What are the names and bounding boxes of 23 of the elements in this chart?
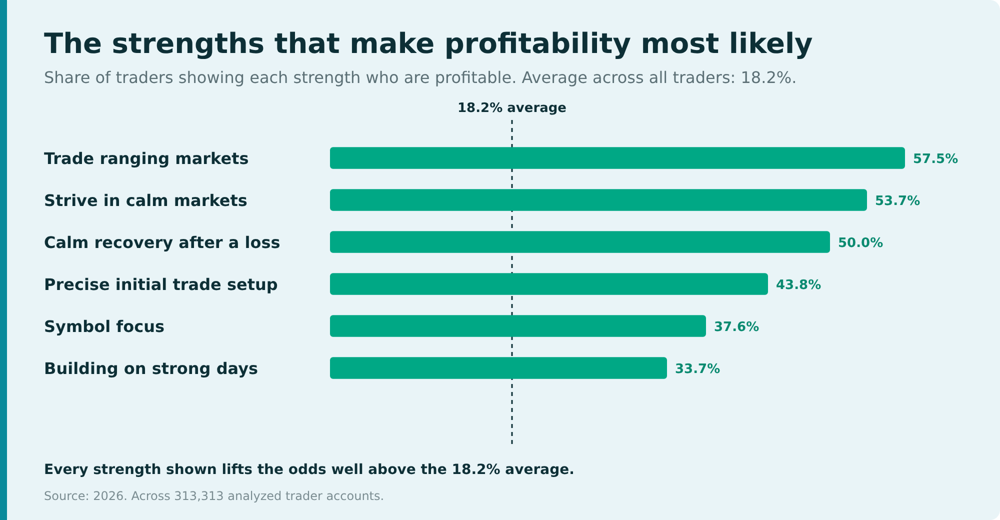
y-tick-label: Trade ranging markets	[44, 149, 249, 168]
data-label: 53.7%	[875, 194, 920, 209]
text: Every strength shown lifts the odds well above the 18.2% average.	[44, 462, 574, 478]
bar	[330, 273, 768, 295]
data-label: 33.7%	[675, 362, 720, 377]
ref-line-label: 18.2% average	[458, 101, 567, 116]
y-tick-label: Calm recovery after a loss	[44, 233, 280, 252]
data-label: 43.8%	[776, 278, 822, 293]
data-label: 50.0%	[838, 236, 884, 251]
bar	[330, 231, 830, 253]
source-note: Source: 2026. Across 313,313 analyzed trader accounts.	[44, 489, 384, 503]
chart-subtitle: Share of traders showing each strength who are profitable. Average across all traders: 18.2%.	[44, 68, 797, 87]
bar	[330, 357, 667, 379]
data-label: 57.5%	[913, 152, 958, 167]
y-tick-label: Precise initial trade setup	[44, 275, 278, 294]
bar	[330, 147, 905, 169]
chart-title: The strengths that make profitability most likely	[44, 27, 813, 60]
bar	[330, 189, 867, 211]
y-tick-label: Building on strong days	[44, 359, 258, 378]
y-tick-label: Symbol focus	[44, 317, 164, 336]
data-label: 37.6%	[714, 320, 760, 335]
y-tick-label: Strive in calm markets	[44, 191, 248, 210]
bar	[330, 315, 706, 337]
